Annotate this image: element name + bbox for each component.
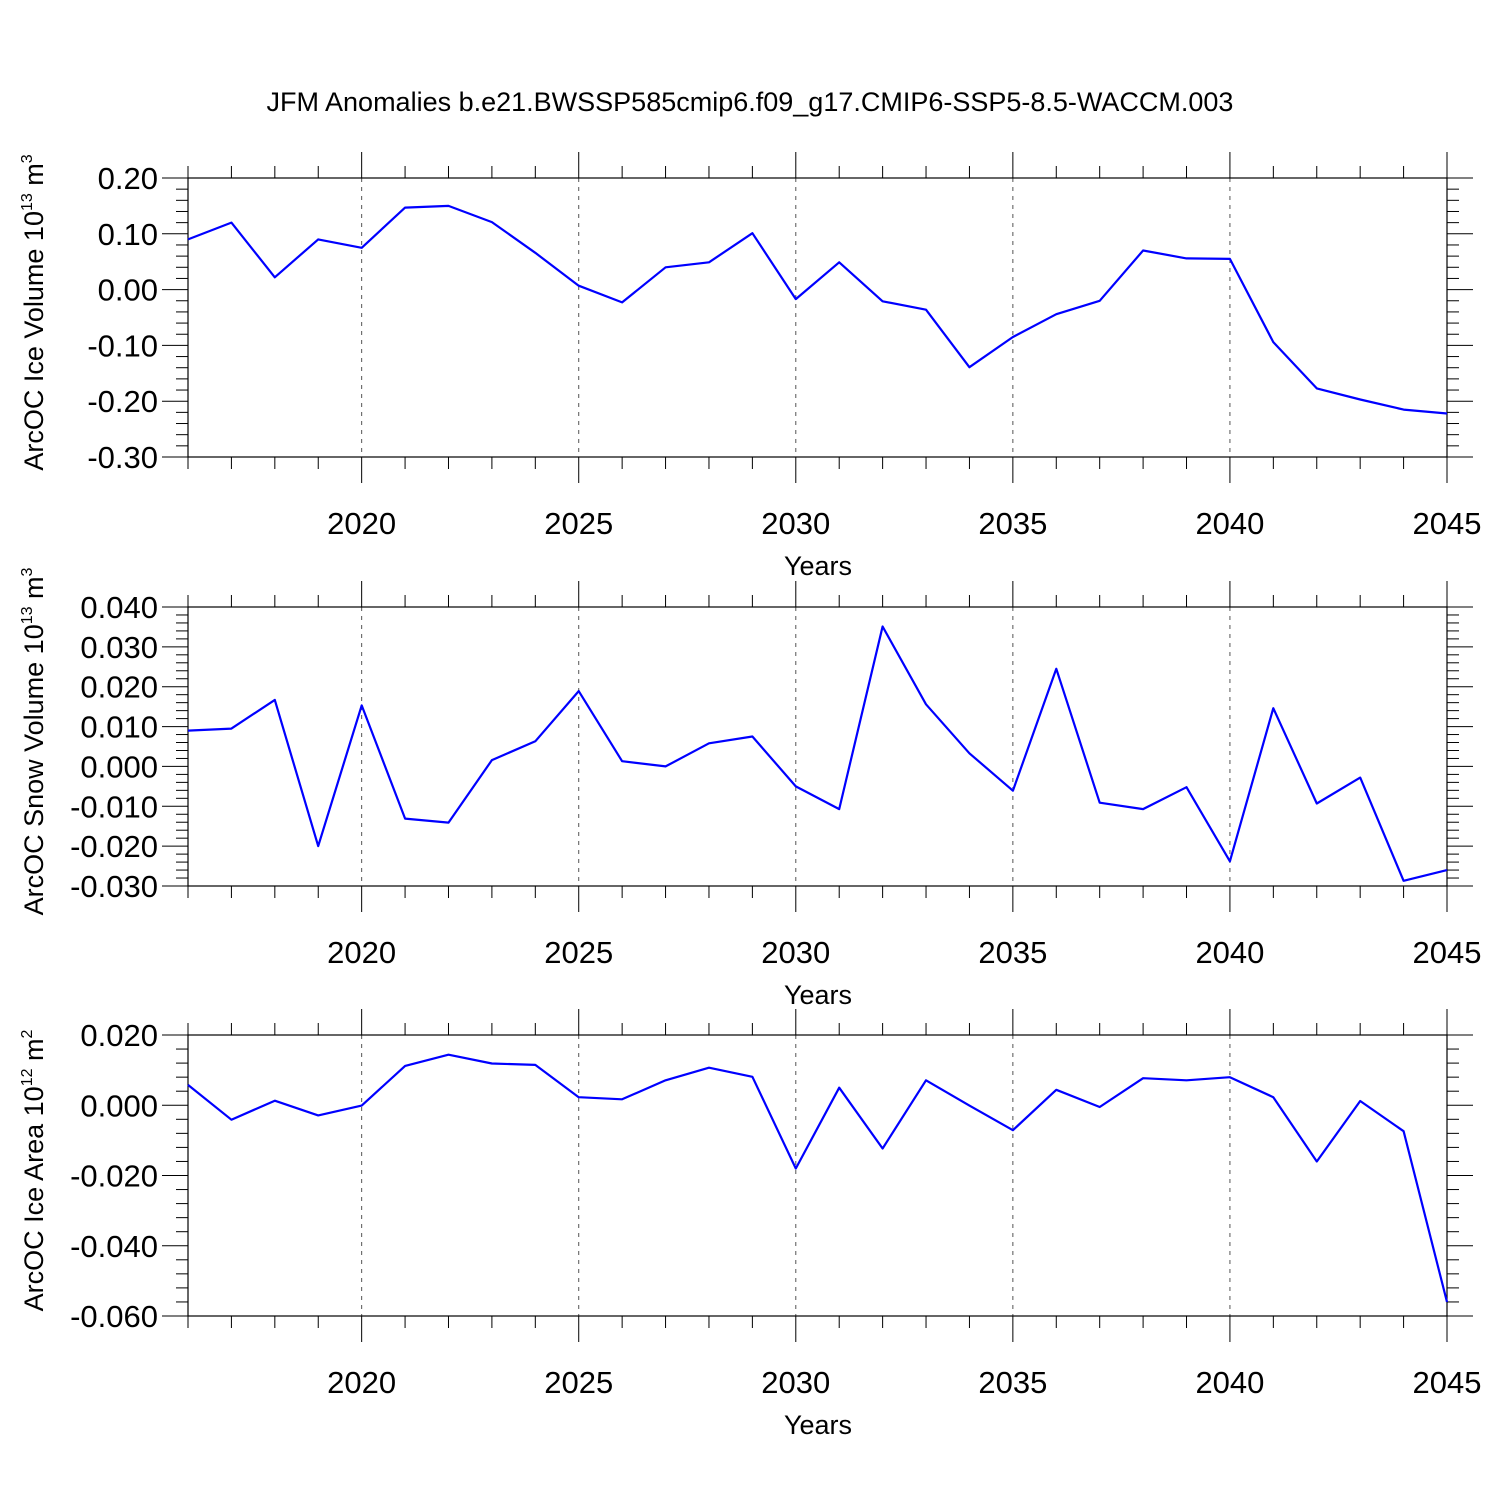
panel-snow-volume: 0.040 0.030 0.020 0.010 0.000 -0.010 -0.020 -0.… (19, 567, 1481, 1010)
snow-volume-xtick-label: 2040 (1195, 935, 1264, 970)
ice-volume-ytick-label: 0.20 (98, 161, 158, 196)
ice-volume-xtick-label: 2035 (978, 506, 1047, 541)
figure-title: JFM Anomalies b.e21.BWSSP585cmip6.f09_g1… (267, 87, 1234, 117)
ice-volume-yaxis-label: ArcOC Ice Volume 1013 m3 (19, 154, 49, 470)
snow-volume-ytick-label: -0.030 (70, 869, 158, 904)
ice-volume-xtick-label: 2025 (544, 506, 613, 541)
snow-volume-xtick-label: 2020 (327, 935, 396, 970)
ice-area-xtick-label: 2035 (978, 1365, 1047, 1400)
snow-volume-xaxis-label: Years (784, 980, 852, 1010)
ice-area-xtick-label: 2040 (1195, 1365, 1264, 1400)
ice-volume-xtick-label: 2045 (1413, 506, 1482, 541)
ice-volume-plot-frame (187, 177, 1448, 458)
snow-volume-xtick-label: 2025 (544, 935, 613, 970)
snow-volume-xtick-label: 2045 (1413, 935, 1482, 970)
ice-area-ytick-label: 0.000 (80, 1088, 158, 1123)
ice-area-xtick-label: 2025 (544, 1365, 613, 1400)
ice-volume-xtick-label: 2020 (327, 506, 396, 541)
snow-volume-ytick-label: 0.000 (80, 749, 158, 784)
ice-volume-xaxis-label: Years (784, 551, 852, 581)
ice-volume-ytick-label: 0.00 (98, 273, 158, 308)
ice-area-xtick-label: 2020 (327, 1365, 396, 1400)
snow-volume-xtick-label: 2030 (761, 935, 830, 970)
ice-area-plot-frame (187, 1034, 1448, 1317)
ice-area-ytick-label: -0.020 (70, 1159, 158, 1194)
panel-ice-area: 0.020 0.000 -0.020 -0.040 -0.060 2020 2025 2030… (19, 1009, 1481, 1440)
snow-volume-ytick-label: 0.030 (80, 630, 158, 665)
panel-ice-volume: 0.20 0.10 0.00 -0.10 -0.20 -0.30 2020 2025 2030 2… (19, 152, 1481, 581)
snow-volume-series-line (187, 625, 1448, 882)
ice-area-xaxis-label: Years (784, 1410, 852, 1440)
ice-area-xtick-label: 2030 (761, 1365, 830, 1400)
ice-volume-series-line (187, 204, 1448, 415)
snow-volume-ytick-label: -0.020 (70, 829, 158, 864)
snow-volume-plot-frame (187, 606, 1448, 887)
ice-area-ytick-label: -0.060 (70, 1299, 158, 1334)
ice-area-series-line (187, 1053, 1449, 1303)
ice-volume-ytick-label: -0.10 (87, 328, 158, 363)
ice-area-yaxis-label: ArcOC Ice Area 1012 m2 (19, 1030, 49, 1312)
ice-volume-ytick-label: -0.20 (87, 384, 158, 419)
ice-area-ytick-label: 0.020 (80, 1018, 158, 1053)
ice-volume-xtick-label: 2030 (761, 506, 830, 541)
snow-volume-yaxis-label: ArcOC Snow Volume 1013 m3 (19, 567, 49, 915)
ice-volume-ytick-label: 0.10 (98, 217, 158, 252)
snow-volume-ytick-label: 0.020 (80, 670, 158, 705)
ice-area-ytick-label: -0.040 (70, 1229, 158, 1264)
ice-volume-xtick-label: 2040 (1195, 506, 1264, 541)
snow-volume-xtick-label: 2035 (978, 935, 1047, 970)
snow-volume-ytick-label: 0.010 (80, 710, 158, 745)
snow-volume-ytick-label: 0.040 (80, 590, 158, 625)
snow-volume-ytick-label: -0.010 (70, 789, 158, 824)
ice-volume-ytick-label: -0.30 (87, 440, 158, 475)
ice-area-xtick-label: 2045 (1413, 1365, 1482, 1400)
